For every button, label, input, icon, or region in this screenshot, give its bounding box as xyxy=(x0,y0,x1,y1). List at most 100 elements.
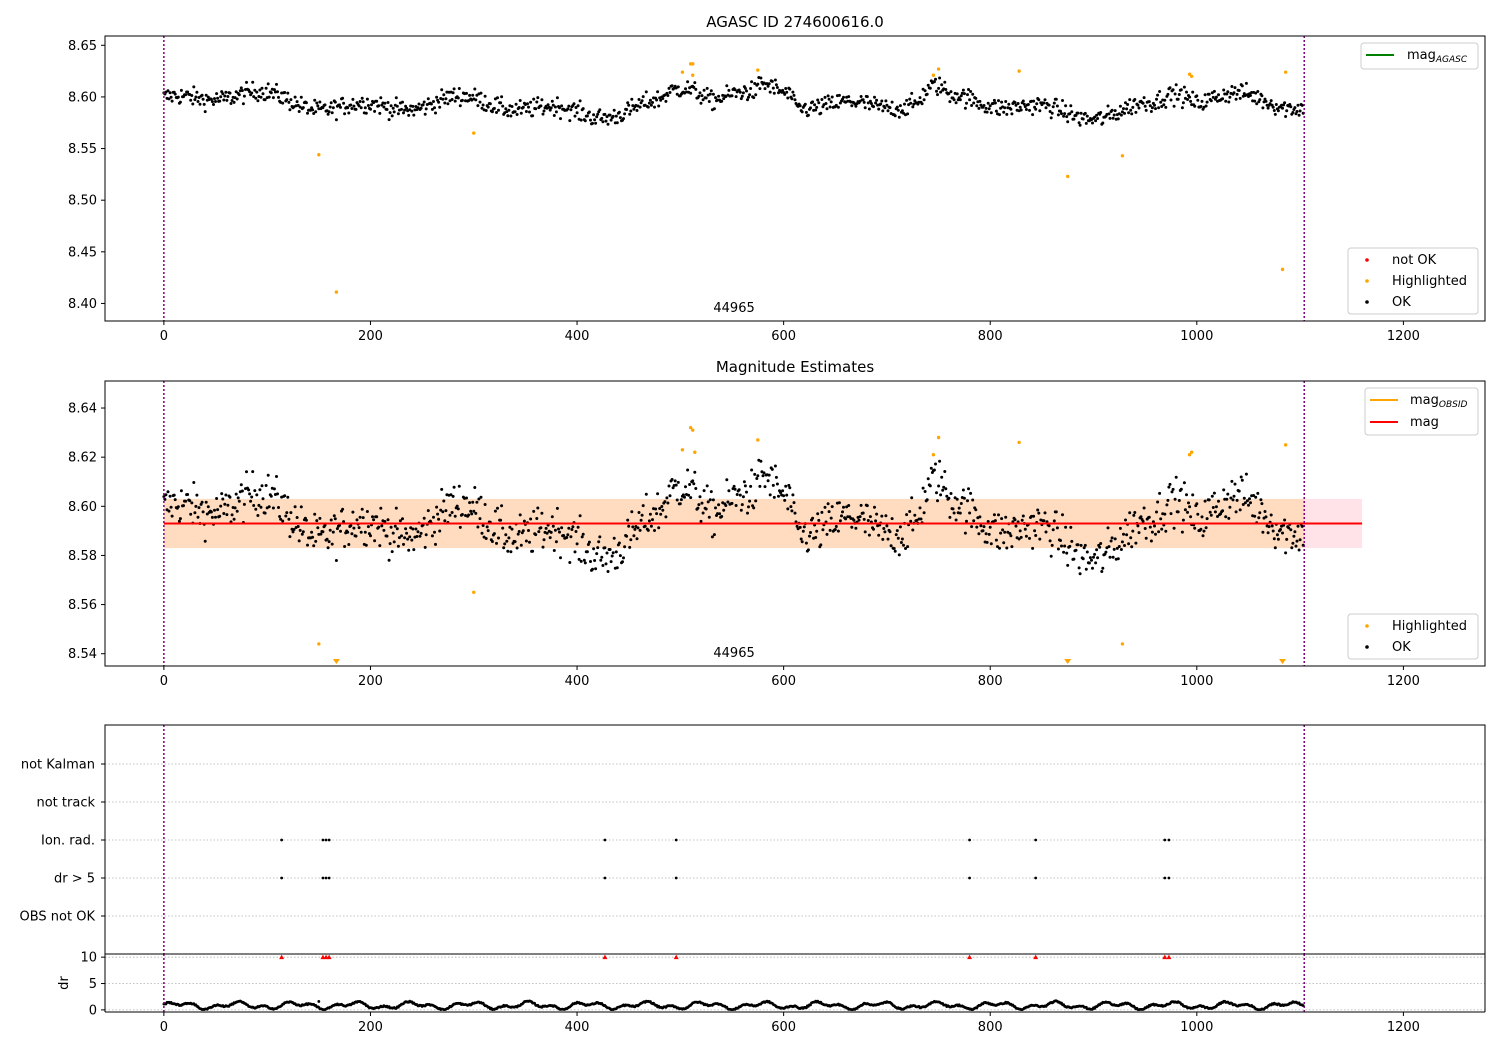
ok-point xyxy=(969,90,973,93)
ok-point xyxy=(1191,493,1195,497)
ok-point xyxy=(1186,98,1189,101)
ok-point xyxy=(392,540,396,544)
ok-point xyxy=(966,499,969,503)
ok-point xyxy=(508,525,512,529)
legend-mag-agasc-label: mag xyxy=(1407,48,1436,63)
ok-point xyxy=(1168,86,1172,90)
ok-point xyxy=(701,98,705,102)
ok-point xyxy=(1109,539,1113,543)
ok-point xyxy=(536,506,540,510)
ok-point xyxy=(702,489,706,493)
ok-point xyxy=(178,517,182,521)
ok-point xyxy=(1256,491,1260,495)
ok-point xyxy=(1112,547,1116,551)
ok-point xyxy=(1293,530,1297,534)
legend-highlighted-label-2: Highlighted xyxy=(1392,619,1467,634)
ok-point xyxy=(235,97,239,101)
ok-point xyxy=(416,530,420,534)
ok-point xyxy=(994,538,998,542)
ok-point xyxy=(1160,105,1164,108)
ok-point xyxy=(568,119,572,123)
ok-point xyxy=(708,92,712,96)
ok-point xyxy=(314,110,318,114)
ok-point xyxy=(504,107,508,111)
ok-point xyxy=(895,105,899,109)
ok-point xyxy=(581,107,585,111)
ok-point xyxy=(1212,89,1216,93)
svg-text:magAGASC: magAGASC xyxy=(1407,48,1468,65)
ok-point xyxy=(419,106,423,110)
ok-point xyxy=(630,510,634,514)
x-tick-label: 800 xyxy=(978,329,1003,344)
ok-point xyxy=(495,541,498,545)
ok-point xyxy=(632,534,636,538)
ok-point xyxy=(629,109,633,113)
ok-point xyxy=(241,102,245,106)
ok-point xyxy=(879,102,883,106)
ok-point xyxy=(342,101,346,105)
ok-point xyxy=(1123,111,1126,115)
ok-point xyxy=(1106,104,1110,108)
ok-point xyxy=(1087,561,1091,565)
x-tick-label: 1200 xyxy=(1387,329,1420,344)
ok-point xyxy=(1249,501,1252,505)
ok-point xyxy=(272,88,276,92)
ok-point xyxy=(216,96,220,100)
ok-point xyxy=(649,103,653,107)
ok-point xyxy=(400,107,403,111)
ok-point xyxy=(1033,529,1037,533)
ok-point xyxy=(419,531,423,535)
ok-point xyxy=(1172,104,1176,108)
ok-point xyxy=(1208,510,1212,514)
ok-point xyxy=(704,96,708,100)
y-tick-label: 8.56 xyxy=(68,598,97,613)
ok-point xyxy=(604,562,608,566)
ok-point xyxy=(312,112,316,115)
ok-point xyxy=(258,88,262,92)
ok-point xyxy=(407,113,411,117)
ok-point xyxy=(449,493,453,497)
ok-point xyxy=(954,101,958,105)
ok-point xyxy=(939,493,943,497)
ok-point xyxy=(1234,97,1238,101)
ok-point xyxy=(1092,555,1095,559)
ok-point xyxy=(1031,546,1035,550)
ok-point xyxy=(1136,103,1140,107)
ok-point xyxy=(414,527,418,531)
ok-point xyxy=(798,525,802,529)
ok-point xyxy=(1170,490,1174,494)
ok-point xyxy=(266,82,270,86)
ok-point xyxy=(330,542,334,546)
ok-point xyxy=(1179,487,1183,491)
ok-point xyxy=(403,536,407,540)
ok-point xyxy=(536,96,540,100)
ok-point xyxy=(225,98,229,102)
ok-point xyxy=(653,105,656,109)
ok-point xyxy=(426,97,430,101)
ok-point xyxy=(854,526,858,530)
ok-point xyxy=(266,473,270,477)
ok-point xyxy=(352,104,356,108)
ok-point xyxy=(854,104,858,108)
ok-point xyxy=(724,504,728,507)
legend-highlighted-label: Highlighted xyxy=(1392,274,1467,289)
ok-point xyxy=(741,91,745,95)
ok-point xyxy=(866,101,870,105)
ok-point xyxy=(385,534,389,538)
ok-point xyxy=(452,485,456,489)
ok-point xyxy=(1237,89,1241,92)
ok-point xyxy=(365,97,369,101)
ok-point xyxy=(644,492,648,496)
ok-point xyxy=(510,527,514,531)
ok-point xyxy=(606,122,610,126)
ok-point xyxy=(668,91,672,94)
ok-point xyxy=(410,109,414,113)
ok-point xyxy=(1263,97,1267,101)
ok-point xyxy=(945,494,949,498)
magest-point-legend: Highlighted OK xyxy=(1347,613,1479,660)
ok-point xyxy=(1154,532,1157,536)
ok-point xyxy=(900,537,904,541)
ok-point xyxy=(618,554,622,558)
ok-point xyxy=(1254,495,1258,499)
ok-point xyxy=(1214,95,1218,99)
